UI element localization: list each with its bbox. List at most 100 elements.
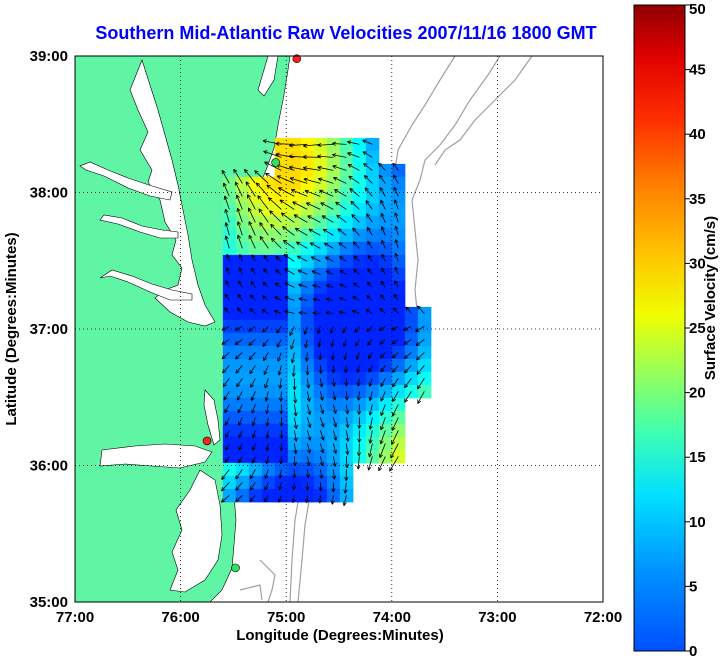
velocity-cell [326, 241, 341, 256]
velocity-arrow [247, 194, 256, 210]
velocity-arrow [318, 177, 334, 184]
velocity-arrow [238, 417, 243, 426]
velocity-cell [326, 254, 341, 269]
velocity-cell [391, 215, 406, 230]
velocity-cell [365, 215, 380, 230]
velocity-cell [313, 241, 328, 256]
velocity-arrow [329, 326, 334, 334]
x-tick-label: 72:00 [584, 609, 622, 626]
velocity-cell [287, 202, 302, 217]
velocity-cell [313, 267, 328, 282]
velocity-arrow [343, 365, 349, 374]
velocity-arrow [343, 482, 348, 494]
velocity-arrow [336, 214, 347, 223]
velocity-arrow [258, 208, 269, 223]
velocity-arrow [393, 186, 399, 197]
velocity-arrow [279, 199, 295, 210]
velocity-arrow [352, 241, 360, 249]
velocity-cell [339, 306, 354, 321]
velocity-arrow [318, 365, 323, 374]
velocity-cell [391, 254, 406, 269]
velocity-arrow [367, 268, 373, 275]
potomac-river [79, 161, 173, 201]
pamlico-sound [169, 469, 223, 593]
velocity-arrow [248, 339, 256, 346]
velocity-cell [391, 189, 406, 204]
velocity-arrow [394, 280, 399, 288]
velocity-arrow [332, 430, 338, 441]
velocity-arrow [222, 182, 230, 197]
velocity-cell [339, 241, 354, 256]
velocity-arrow [302, 166, 321, 171]
y-axis-label: Latitude (Degrees:Minutes) [3, 232, 20, 425]
velocity-arrow [265, 430, 270, 439]
velocity-cell [222, 215, 237, 230]
velocity-arrow [235, 469, 243, 480]
velocity-cell [300, 189, 315, 204]
velocity-cell [326, 150, 341, 165]
velocity-arrow [306, 391, 311, 402]
velocity-arrow [379, 443, 386, 458]
velocity-arrow [394, 266, 399, 275]
velocity-arrow [353, 269, 360, 275]
velocity-arrow [222, 365, 230, 374]
velocity-arrow [293, 443, 298, 454]
velocity-arrow [364, 187, 373, 197]
velocity-arrow [355, 339, 360, 347]
velocity-arrow [379, 294, 386, 301]
velocity-arrow [265, 404, 270, 415]
currituck-sound [203, 389, 221, 446]
velocity-arrow [254, 170, 269, 184]
velocity-arrow [291, 495, 296, 504]
velocity-arrow [306, 443, 312, 454]
colorbar-tick-label: 5 [689, 578, 697, 595]
velocity-arrow [391, 339, 399, 345]
velocity-arrow [379, 352, 386, 359]
velocity-arrow [345, 443, 350, 455]
velocity-cell [352, 306, 367, 321]
colorbar-tick-label: 20 [689, 385, 706, 402]
velocity-arrow [292, 378, 297, 391]
velocity-arrow [224, 235, 230, 249]
velocity-cell [300, 306, 315, 321]
velocity-cell [274, 189, 289, 204]
velocity-arrow [237, 404, 243, 414]
velocity-arrow [392, 391, 399, 402]
velocity-arrow [345, 430, 350, 442]
velocity-arrow [331, 482, 336, 493]
velocity-cell [352, 280, 367, 295]
velocity-cell [300, 280, 315, 295]
velocity-arrow [263, 268, 269, 275]
velocity-arrow [333, 176, 347, 184]
velocity-arrow [236, 221, 243, 236]
velocity-arrow [278, 469, 283, 479]
velocity-arrow [250, 391, 256, 401]
velocity-arrow [380, 280, 386, 288]
velocity-cell [313, 189, 328, 204]
velocity-cell [287, 280, 302, 295]
velocity-arrow [317, 142, 334, 148]
velocity-arrow [392, 174, 399, 184]
velocity-arrow [303, 326, 308, 335]
velocity-cell [391, 293, 406, 308]
radar-station-marker [231, 563, 240, 573]
velocity-cell [378, 241, 393, 256]
velocity-cell [235, 319, 250, 334]
velocity-arrow [347, 140, 360, 145]
velocity-arrow [319, 469, 324, 479]
velocity-arrow [224, 208, 230, 223]
velocity-arrow [234, 339, 243, 346]
velocity-cell [300, 241, 315, 256]
velocity-arrow [344, 469, 349, 481]
colorbar-tick-labels: 0 5 10 15 20 25 30 35 40 45 50 [685, 1, 706, 659]
colorbar-tick-label: 50 [689, 1, 706, 18]
graticule [75, 56, 603, 602]
velocity-cell [404, 306, 419, 321]
velocity-arrow [378, 174, 386, 184]
velocity-cell [274, 280, 289, 295]
velocity-arrow [261, 309, 269, 314]
velocity-cell [339, 293, 354, 308]
velocity-arrow [319, 430, 325, 441]
velocity-arrow [266, 184, 282, 197]
velocity-arrow [339, 256, 347, 262]
